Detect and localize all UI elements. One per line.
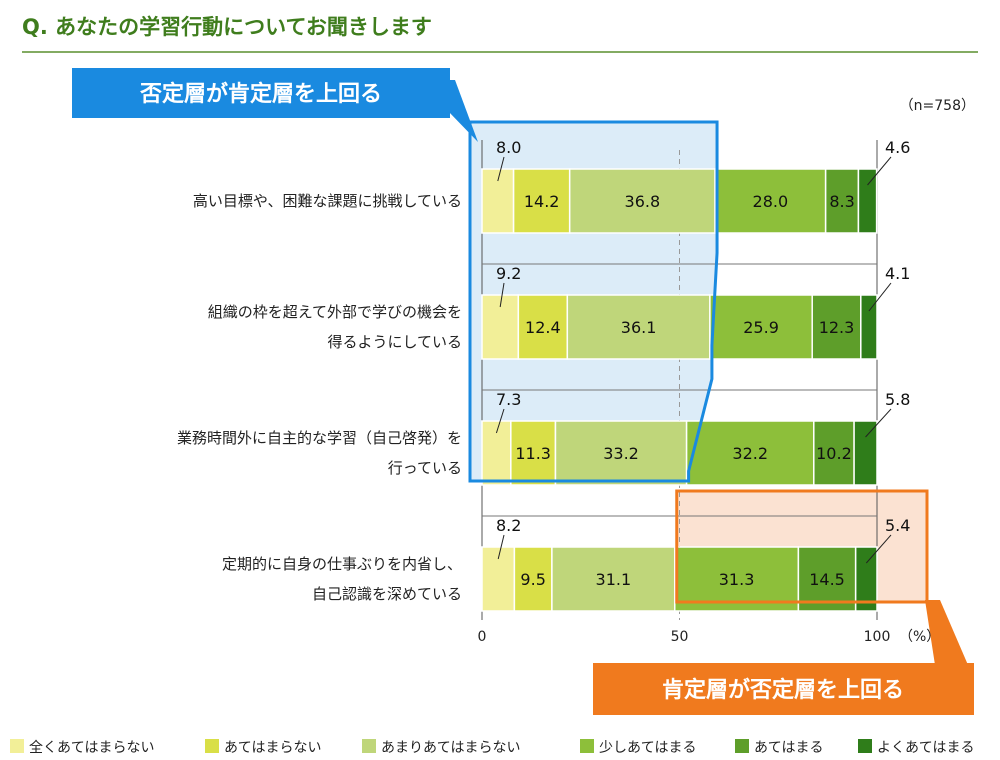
category-label: 定期的に自身の仕事ぶりを内省し、 xyxy=(222,555,462,573)
bar-segment xyxy=(551,546,676,612)
category-label: 高い目標や、困難な課題に挑戦している xyxy=(193,192,462,210)
bar-segment xyxy=(554,420,688,486)
callout-negative-label: 否定層が肯定層を上回る xyxy=(139,81,382,107)
data-label-leader xyxy=(499,282,505,308)
x-axis: 0 50 100 （%） xyxy=(478,629,941,645)
legend-label: 少しあてはまる xyxy=(599,740,696,756)
bar-segment xyxy=(568,168,716,234)
bar-segment xyxy=(566,294,711,360)
data-label: 8.3 xyxy=(829,192,854,211)
data-label: 8.2 xyxy=(496,516,521,535)
category-label: 得るようにしている xyxy=(327,333,462,351)
data-label-leader xyxy=(495,408,505,434)
data-label: 5.8 xyxy=(885,390,910,409)
bar-segment xyxy=(481,420,512,486)
bar-segment xyxy=(811,294,862,360)
bar-segment xyxy=(512,168,571,234)
data-label: 7.3 xyxy=(496,390,521,409)
data-label: 25.9 xyxy=(743,318,779,337)
legend-swatch xyxy=(858,739,872,753)
legend-swatch xyxy=(362,739,376,753)
legend-label: 全くあてはまらない xyxy=(29,739,154,756)
bar-segment xyxy=(685,420,815,486)
category-label: 組織の枠を超えて外部で学びの機会を xyxy=(208,303,462,321)
data-label-leader xyxy=(497,534,505,560)
bar-segment xyxy=(853,420,878,486)
bar-segment xyxy=(797,546,857,612)
data-label-leader xyxy=(865,408,892,438)
callout-negative-border xyxy=(468,120,719,483)
callout-positive-border xyxy=(675,489,929,604)
bar-segment xyxy=(824,168,860,234)
legend: 全くあてはまらない あてはまらない あまりあてはまらない 少しあてはまる あてはまる よく… xyxy=(10,739,974,756)
legend-label: あてはまる xyxy=(754,740,823,756)
bar-segment xyxy=(709,294,813,360)
bar-segment xyxy=(513,546,553,612)
data-label: 10.2 xyxy=(816,444,852,463)
data-label: 8.0 xyxy=(496,138,521,157)
data-label: 36.1 xyxy=(621,318,657,337)
x-tick-label: 100 xyxy=(864,629,891,645)
legend-label: よくあてはまる xyxy=(877,740,974,756)
legend-swatch xyxy=(10,739,24,753)
bar-segment xyxy=(481,546,516,612)
data-label: 4.1 xyxy=(885,264,910,283)
bar-segment xyxy=(674,546,800,612)
legend-label: あまりあてはまらない xyxy=(381,740,520,756)
bar-segment xyxy=(813,420,855,486)
bar-segment xyxy=(510,420,557,486)
data-label: 9.5 xyxy=(520,570,545,589)
callout-positive-pointer xyxy=(925,600,968,665)
data-label: 31.3 xyxy=(719,570,755,589)
chart-title: Q. あなたの学習行動についてお聞きします xyxy=(22,15,432,39)
data-label: 14.2 xyxy=(524,192,560,211)
data-label: 33.2 xyxy=(603,444,639,463)
data-label: 36.8 xyxy=(625,192,661,211)
bar-segment xyxy=(481,168,515,234)
callout-positive-label: 肯定層が否定層を上回る xyxy=(662,677,904,703)
data-label: 14.5 xyxy=(809,570,845,589)
data-label-leader xyxy=(868,282,892,312)
bar-segment xyxy=(854,546,878,612)
bar-segment xyxy=(714,168,827,234)
data-label-leader xyxy=(497,156,505,182)
legend-swatch xyxy=(735,739,749,753)
category-label: 自己認識を深めている xyxy=(312,585,462,603)
category-label: 業務時間外に自主的な学習（自己啓発）を xyxy=(177,429,462,447)
legend-swatch xyxy=(205,739,219,753)
x-tick-label: 0 xyxy=(478,629,487,645)
x-tick-label: 50 xyxy=(671,629,689,645)
x-axis-unit: （%） xyxy=(899,629,940,645)
data-label-leader xyxy=(867,156,892,186)
data-label: 31.1 xyxy=(596,570,632,589)
data-label: 32.2 xyxy=(732,444,768,463)
data-label: 5.4 xyxy=(885,516,910,535)
category-label: 行っている xyxy=(388,459,462,477)
data-label: 4.6 xyxy=(885,138,910,157)
data-label-leader xyxy=(865,534,892,564)
data-label: 12.4 xyxy=(525,318,561,337)
callout-positive-label-box xyxy=(593,663,974,715)
data-label: 28.0 xyxy=(753,192,789,211)
bar-segment xyxy=(517,294,569,360)
bar-segment xyxy=(860,294,878,360)
bar-segment xyxy=(857,168,878,234)
data-label: 12.3 xyxy=(819,318,855,337)
data-label: 11.3 xyxy=(515,444,551,463)
callout-negative-label-box xyxy=(72,68,450,118)
sample-size: （n=758） xyxy=(900,98,975,114)
legend-swatch xyxy=(580,739,594,753)
labels: 8.0 14.2 36.8 28.0 8.3 4.6 高い目標や、困難な課題に挑戦している 9… xyxy=(177,138,910,603)
data-label: 9.2 xyxy=(496,264,521,283)
legend-label: あてはまらない xyxy=(224,740,321,756)
